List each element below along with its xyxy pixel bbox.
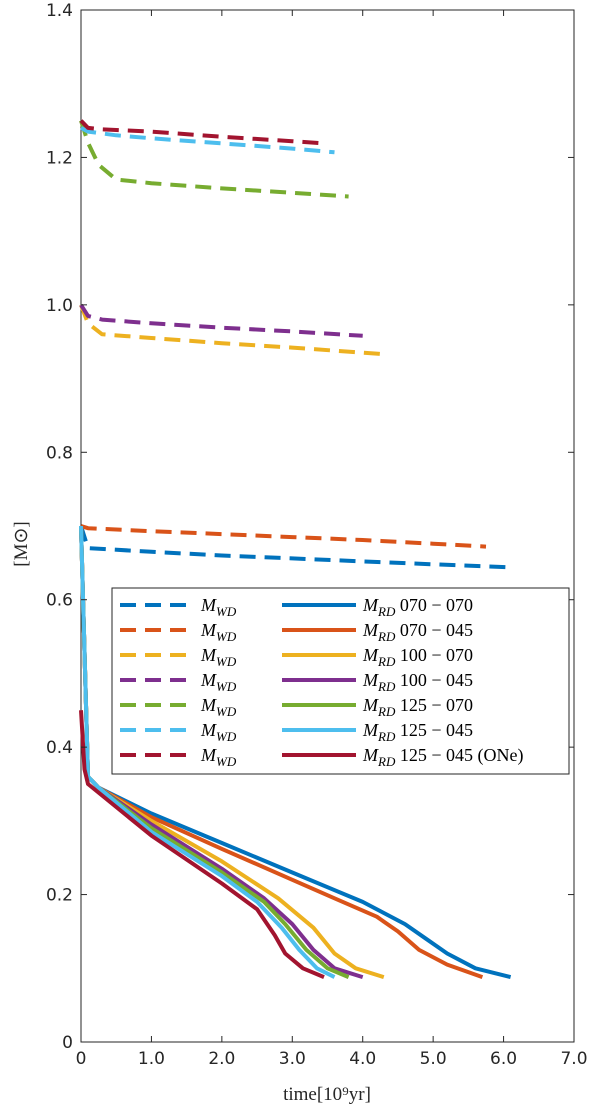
y-tick-label: 0.2 bbox=[46, 886, 73, 906]
series-layer bbox=[79, 119, 512, 980]
legend-label-rd-6: MRD 125 − 045 (ONe) bbox=[362, 745, 523, 769]
wd-series-line-5 bbox=[80, 126, 335, 155]
legend-label-rd-2: MRD 100 − 070 bbox=[362, 645, 473, 669]
x-tick-label: 7.0 bbox=[560, 1049, 587, 1069]
x-tick-label: 1.0 bbox=[138, 1049, 165, 1069]
x-axis-label: time[10⁹yr] bbox=[283, 1084, 371, 1105]
y-tick-label: 1.0 bbox=[46, 296, 73, 316]
plot-area bbox=[80, 9, 575, 1043]
axes-layer: 0 1.0 2.0 3.0 4.0 5.0 6.0 7.0 0 0.2 0.4 0.6 0.8 1.0 1.… bbox=[46, 1, 588, 1069]
legend-label-rd-4: MRD 125 − 070 bbox=[362, 695, 473, 719]
x-tick-label: 5.0 bbox=[420, 1049, 447, 1069]
y-tick-label: 0.4 bbox=[46, 738, 73, 758]
legend-label-wd-6: MWD bbox=[200, 745, 237, 769]
legend-label-rd-3: MRD 100 − 045 bbox=[362, 670, 473, 694]
legend-label-wd-0: MWD bbox=[200, 595, 237, 619]
y-tick-label: 0.8 bbox=[46, 443, 73, 463]
legend-label-wd-1: MWD bbox=[200, 620, 237, 644]
x-tick-label: 0 bbox=[76, 1049, 87, 1069]
y-tick-label: 0 bbox=[62, 1033, 73, 1053]
y-tick-label: 1.2 bbox=[46, 148, 73, 168]
x-tick-label: 4.0 bbox=[349, 1049, 376, 1069]
wd-series-line-2 bbox=[79, 304, 384, 357]
legend-label-rd-0: MRD 070 − 070 bbox=[362, 595, 473, 619]
legend-label-wd-4: MWD bbox=[200, 695, 237, 719]
y-tick-label: 0.6 bbox=[46, 591, 73, 611]
y-tick-label: 1.4 bbox=[46, 1, 73, 21]
wd-series-line-6 bbox=[79, 119, 325, 146]
legend-label-wd-3: MWD bbox=[200, 670, 237, 694]
legend-label-wd-2: MWD bbox=[200, 645, 237, 669]
x-tick-label: 3.0 bbox=[279, 1049, 306, 1069]
legend-label-wd-5: MWD bbox=[200, 720, 237, 744]
rd-series-line-13 bbox=[79, 710, 325, 979]
x-tick-label: 2.0 bbox=[208, 1049, 235, 1069]
rd-series-line-12 bbox=[79, 525, 336, 979]
x-tick-label: 6.0 bbox=[490, 1049, 517, 1069]
legend-label-rd-5: MRD 125 − 045 bbox=[362, 720, 473, 744]
wd-series-line-1 bbox=[80, 524, 487, 549]
wd-series-line-0 bbox=[79, 525, 511, 570]
y-axis-label: [M⊙] bbox=[11, 521, 32, 566]
legend-label-rd-1: MRD 070 − 045 bbox=[362, 620, 473, 644]
wd-series-line-4 bbox=[79, 119, 349, 199]
wd-series-line-3 bbox=[79, 303, 363, 338]
